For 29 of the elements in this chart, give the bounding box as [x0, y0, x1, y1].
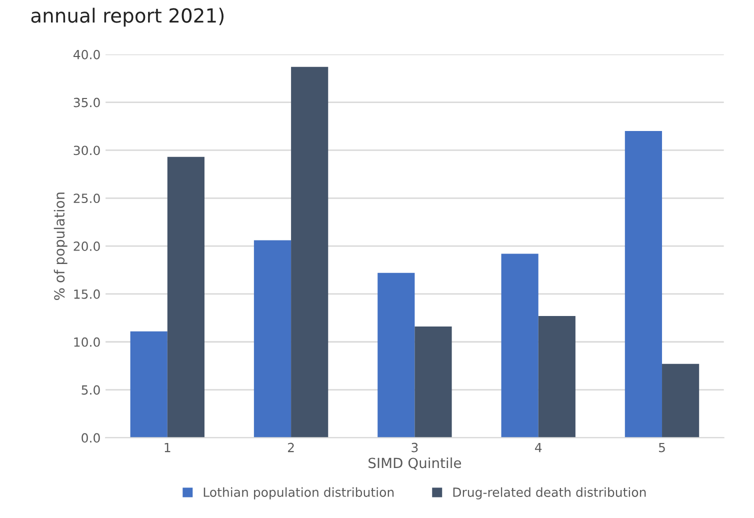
legend-label: Lothian population distribution: [204, 487, 394, 500]
bar: [624, 131, 662, 438]
bar: [130, 331, 168, 438]
y-tick-label: 5.0: [82, 385, 100, 395]
text: annual report 2021): [31, 8, 224, 27]
bar: [538, 316, 576, 438]
x-axis-title: SIMD Quintile: [368, 457, 462, 470]
y-tick-label: 0.0: [82, 433, 100, 443]
x-tick-label: 4: [534, 442, 542, 452]
bar: [501, 254, 538, 438]
y-tick-label: 30.0: [74, 146, 100, 156]
y-tick-label: 25.0: [74, 194, 100, 204]
bar: [378, 272, 415, 438]
bar: [291, 66, 328, 438]
bar: [254, 240, 292, 438]
bar: [662, 364, 700, 438]
y-tick-label: 40.0: [73, 50, 100, 60]
x-tick-label: 2: [288, 442, 294, 452]
y-tick-label: 10.0: [74, 337, 100, 347]
bar: [414, 326, 452, 438]
x-tick-label: 5: [659, 442, 665, 452]
bar: [167, 156, 204, 438]
x-tick-label: 3: [412, 442, 418, 452]
y-tick-label: 15.0: [74, 289, 100, 299]
y-tick-label: 20.0: [74, 242, 100, 251]
x-tick-label: 1: [164, 442, 170, 452]
legend-label: Drug-related death distribution: [453, 487, 646, 500]
y-tick-label: 35.0: [74, 98, 100, 108]
y-axis-title: % of population: [54, 192, 68, 300]
